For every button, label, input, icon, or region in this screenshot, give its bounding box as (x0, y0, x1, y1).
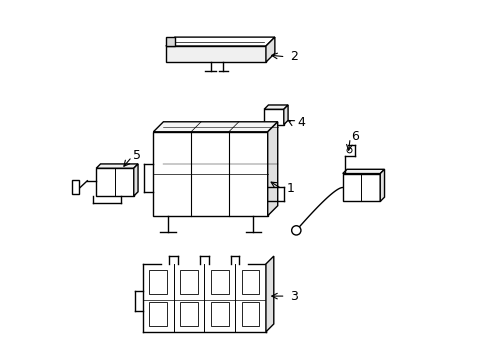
Polygon shape (96, 164, 138, 168)
Polygon shape (283, 105, 287, 125)
Bar (210, 270, 228, 294)
Polygon shape (265, 256, 273, 332)
Polygon shape (134, 164, 138, 196)
Bar (153, 132, 267, 216)
Text: 3: 3 (289, 289, 297, 303)
Text: 4: 4 (296, 116, 304, 129)
Text: 5: 5 (133, 149, 141, 162)
Bar (264, 109, 283, 125)
Bar (241, 270, 259, 294)
Polygon shape (264, 105, 287, 109)
Bar (149, 302, 167, 327)
Bar (241, 302, 259, 327)
Polygon shape (267, 122, 277, 216)
Text: 2: 2 (289, 50, 297, 63)
Polygon shape (265, 37, 274, 62)
Bar (72, 180, 79, 194)
Polygon shape (342, 169, 384, 174)
Circle shape (291, 226, 300, 235)
Bar (210, 302, 228, 327)
Polygon shape (165, 46, 265, 62)
Bar (96, 168, 134, 196)
Polygon shape (165, 37, 274, 46)
Polygon shape (380, 169, 384, 202)
Text: 1: 1 (285, 183, 294, 195)
Bar (180, 302, 198, 327)
Bar (180, 270, 198, 294)
Polygon shape (165, 37, 175, 46)
Bar (342, 174, 380, 202)
Text: 6: 6 (350, 130, 359, 143)
Circle shape (346, 148, 351, 153)
Bar (149, 270, 167, 294)
Polygon shape (153, 122, 277, 132)
